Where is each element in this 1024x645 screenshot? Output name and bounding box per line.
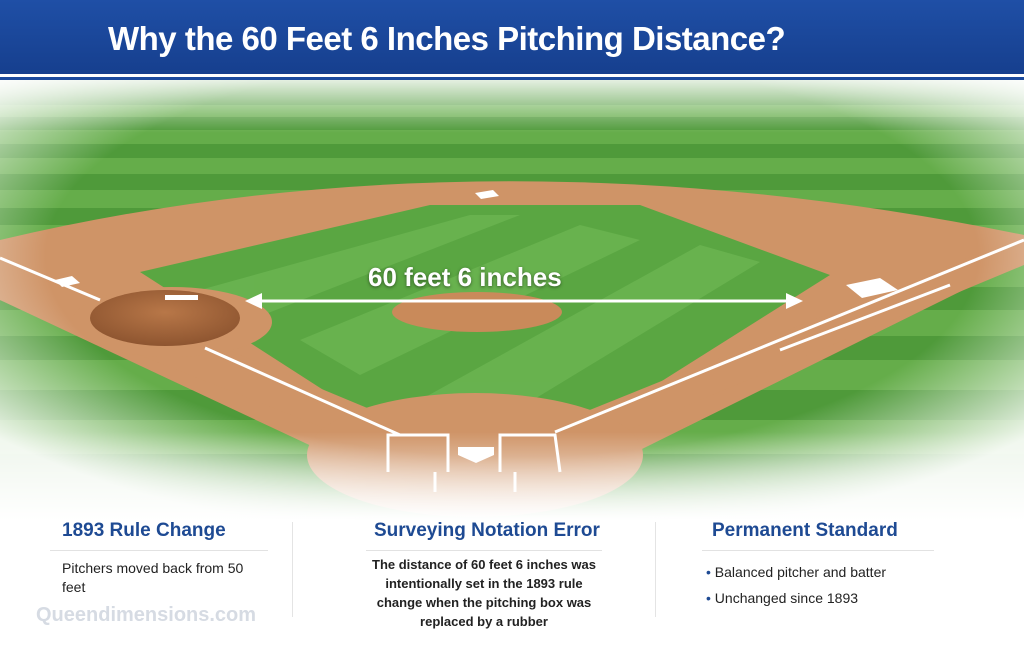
distance-label: 60 feet 6 inches <box>368 262 562 292</box>
panel-notation-error: Surveying Notation Error The distance of… <box>366 520 602 630</box>
panel-permanent-standard: Permanent Standard Balanced pitcher and … <box>702 520 934 630</box>
page-title: Why the 60 Feet 6 Inches Pitching Distan… <box>108 20 786 57</box>
divider <box>292 522 293 617</box>
panel-text: Pitchers moved back from 50 feet <box>62 560 244 595</box>
bullet-item: Unchanged since 1893 <box>706 585 934 611</box>
panel-title: Surveying Notation Error <box>366 520 602 551</box>
panel-text: The distance of 60 feet 6 inches was int… <box>372 557 596 629</box>
bullet-list: Balanced pitcher and batter Unchanged si… <box>702 559 934 611</box>
divider <box>655 522 656 617</box>
panel-title: 1893 Rule Change <box>50 520 268 551</box>
panel-rule-change: 1893 Rule Change Pitchers moved back fro… <box>50 520 268 630</box>
bullet-item: Balanced pitcher and batter <box>706 559 934 585</box>
panel-title: Permanent Standard <box>702 520 934 551</box>
title-banner: Why the 60 Feet 6 Inches Pitching Distan… <box>0 0 1024 77</box>
watermark: Queendimensions.com <box>36 604 257 626</box>
baseball-field-illustration <box>0 80 1024 520</box>
